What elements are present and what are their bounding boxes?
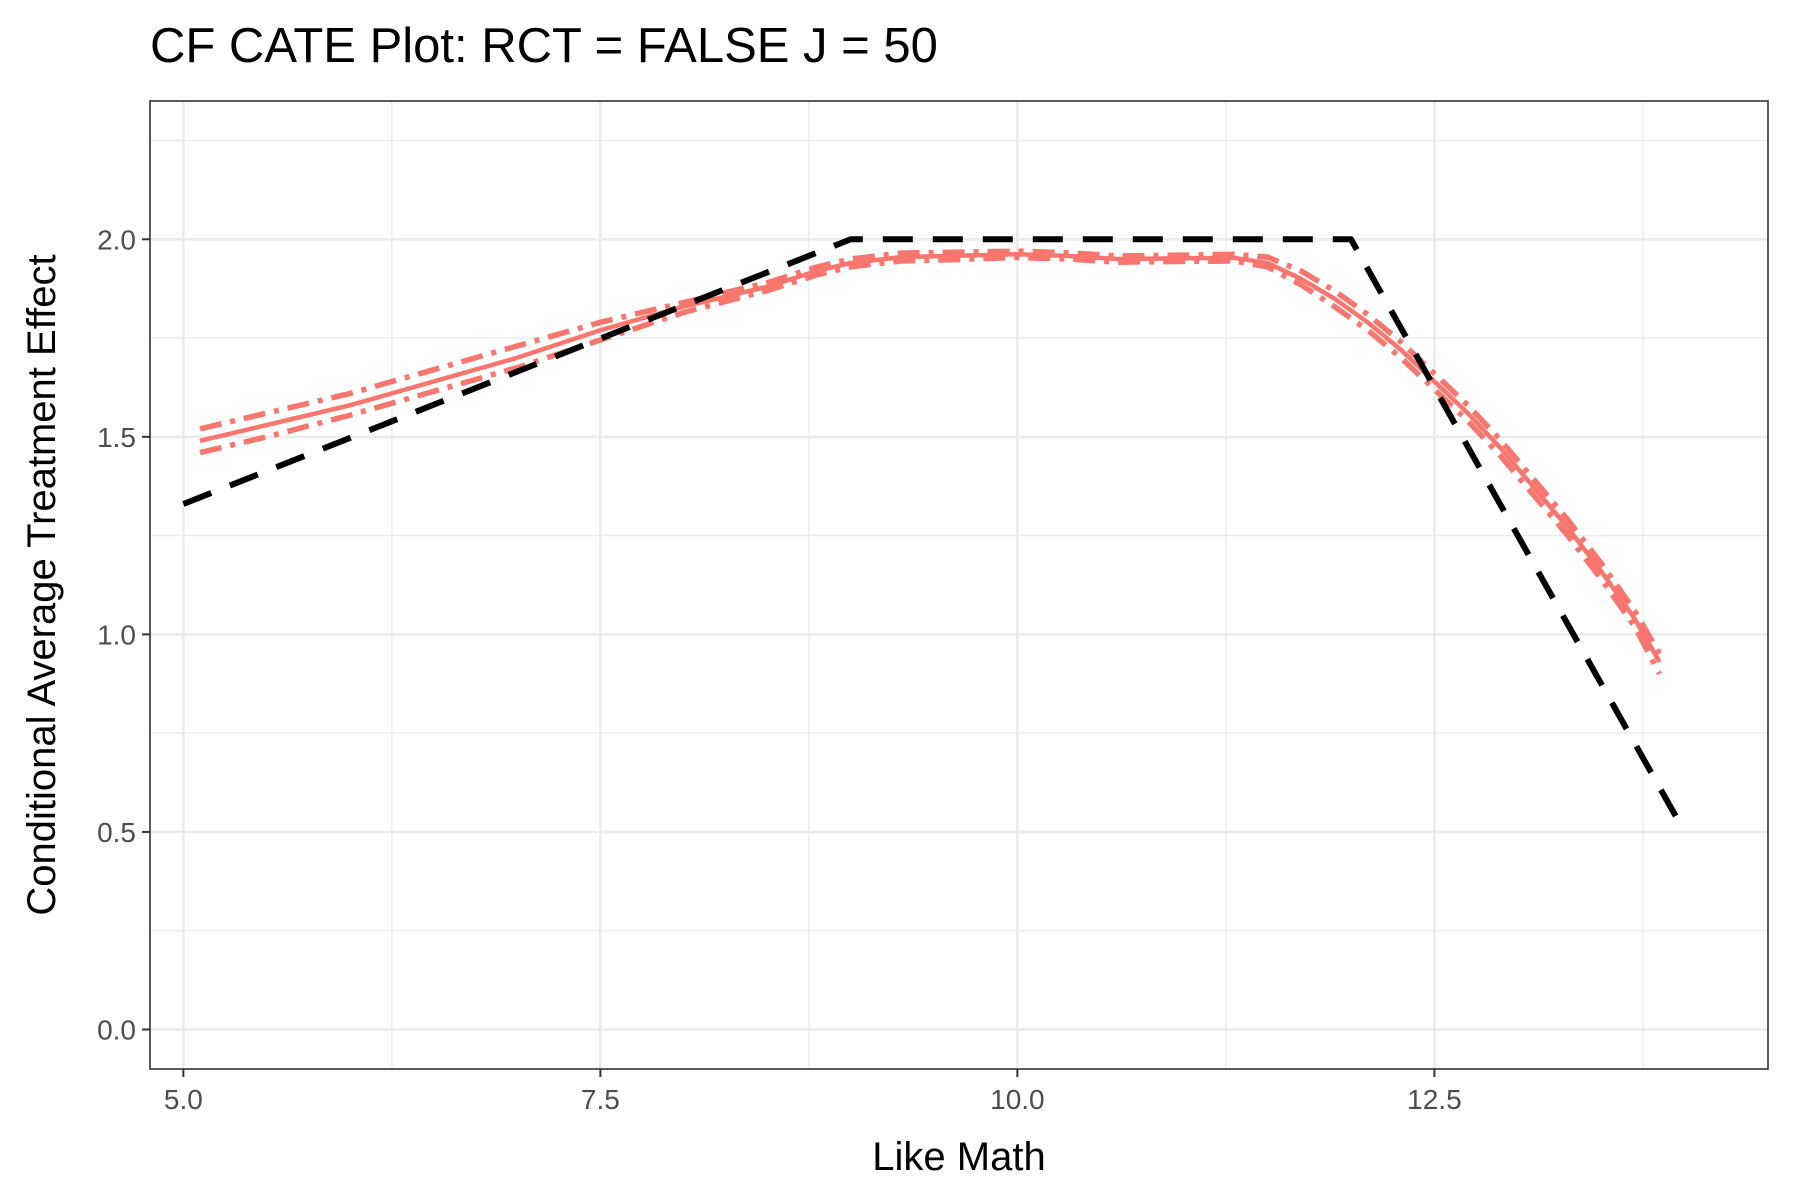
chart-title: CF CATE Plot: RCT = FALSE J = 50 [150,19,938,73]
y-tick-label: 1.5 [97,422,136,453]
x-axis: 5.0 7.5 10.0 12.5 [164,1069,1462,1115]
y-tick-label: 2.0 [97,224,136,255]
series-line-dashdot-red-upper [199,248,1662,656]
x-tick-label: 10.0 [990,1084,1045,1115]
y-tick-label: 0.5 [97,817,136,848]
series-layer [182,236,1688,834]
panel-border [149,100,1769,1070]
y-tick-label: 0.0 [97,1014,136,1045]
x-axis-title: Like Math [872,1135,1045,1179]
series-line-solid-red [199,252,1662,664]
y-tick-label: 1.0 [97,619,136,650]
series-line-dashed-black [182,236,1688,834]
x-tick-label: 12.5 [1407,1084,1462,1115]
x-tick-label: 7.5 [581,1084,620,1115]
x-tick-label: 5.0 [164,1084,203,1115]
y-axis: 0.0 0.5 1.0 1.5 2.0 [97,224,150,1045]
y-axis-title: Conditional Average Treatment Effect [20,254,64,915]
plot-panel [150,101,1768,1069]
series-line-dashdot-red-lower [199,254,1663,676]
